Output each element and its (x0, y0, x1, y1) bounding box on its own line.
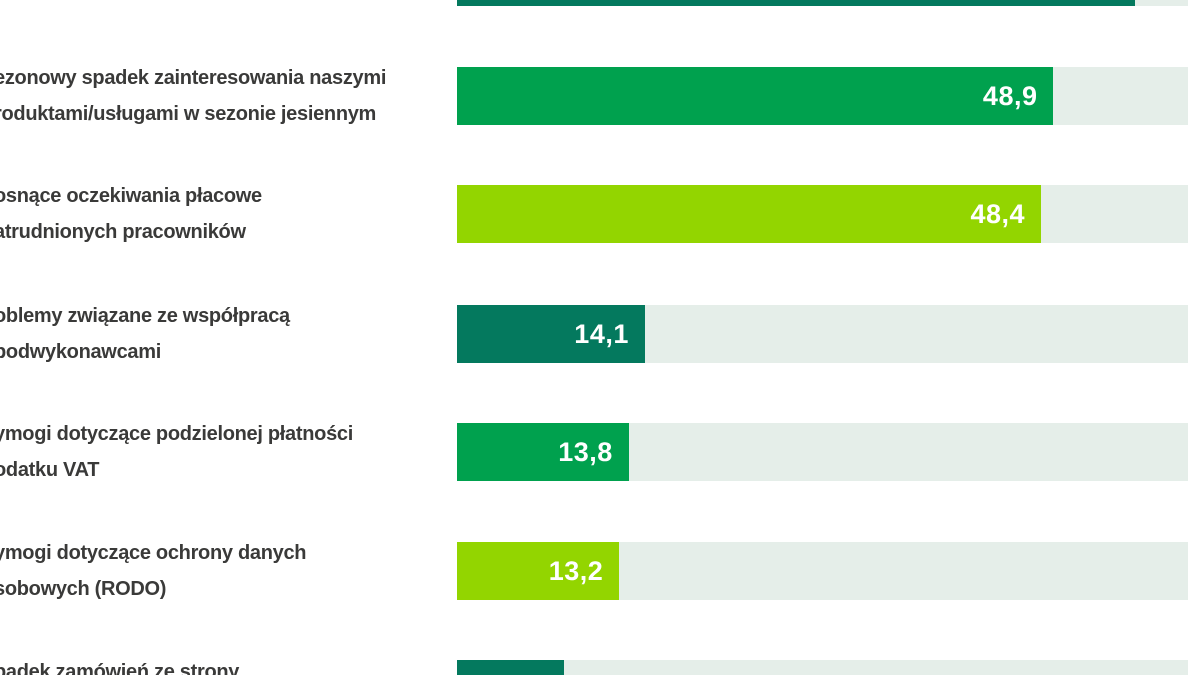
bar-track (457, 0, 1188, 6)
category-label: ymogi dotyczące podzielonej płatności od… (0, 416, 353, 488)
bar-track (457, 660, 1188, 675)
label-line-1: osnące oczekiwania płacowe (0, 185, 262, 207)
bar-fill (457, 660, 564, 675)
label-line-1: ezonowy spadek zainteresowania naszymi (0, 67, 387, 89)
bar-fill: 48,9 (457, 67, 1054, 125)
category-label: osnące oczekiwania płacowe atrudnionych … (0, 178, 262, 250)
category-label: oblemy związane ze współpracą podwykonaw… (0, 298, 290, 370)
bar-row: ymogi dotyczące podzielonej płatności od… (0, 423, 1200, 481)
value-label: 13,8 (558, 436, 613, 467)
bar-track: 13,8 (457, 423, 1188, 481)
label-line-2: roduktami/usługami w sezonie jesiennym (0, 103, 377, 125)
bar-track: 13,2 (457, 542, 1188, 600)
label-line-1: ymogi dotyczące ochrony danych (0, 542, 307, 564)
value-label: 14,1 (574, 318, 629, 349)
category-label: ezonowy spadek zainteresowania naszymi r… (0, 60, 386, 132)
value-label: 48,9 (982, 80, 1038, 111)
bar-fill: 13,2 (457, 542, 620, 600)
label-line-2: atrudnionych pracowników (0, 221, 246, 243)
value-label: 13,2 (548, 555, 604, 586)
category-label: padek zamówień ze strony (0, 654, 239, 675)
label-line-2: sobowych (RODO) (0, 578, 167, 600)
value-label: 48,4 (970, 198, 1026, 229)
bar-row: osnące oczekiwania płacowe atrudnionych … (0, 185, 1200, 243)
bar-fill: 14,1 (457, 305, 645, 363)
bar-row: ezonowy spadek zainteresowania naszymi r… (0, 67, 1200, 125)
label-line-1: oblemy związane ze współpracą (0, 305, 290, 327)
bar-fill: 13,8 (457, 423, 629, 481)
bar-track: 48,9 (457, 67, 1188, 125)
bar-row: oblemy związane ze współpracą podwykonaw… (0, 305, 1200, 363)
bar-row (0, 0, 1200, 6)
bar-row: padek zamówień ze strony (0, 660, 1200, 675)
bar-fill: 48,4 (457, 185, 1042, 243)
bar-fill (457, 0, 1135, 6)
category-label: ymogi dotyczące ochrony danych sobowych … (0, 535, 307, 607)
bar-track: 48,4 (457, 185, 1188, 243)
bar-track: 14,1 (457, 305, 1188, 363)
label-line-2: podwykonawcami (0, 341, 161, 363)
label-line-1: ymogi dotyczące podzielonej płatności (0, 423, 353, 445)
label-line-2: odatku VAT (0, 459, 100, 481)
bar-row: ymogi dotyczące ochrony danych sobowych … (0, 542, 1200, 600)
label-line-1: padek zamówień ze strony (0, 661, 240, 675)
